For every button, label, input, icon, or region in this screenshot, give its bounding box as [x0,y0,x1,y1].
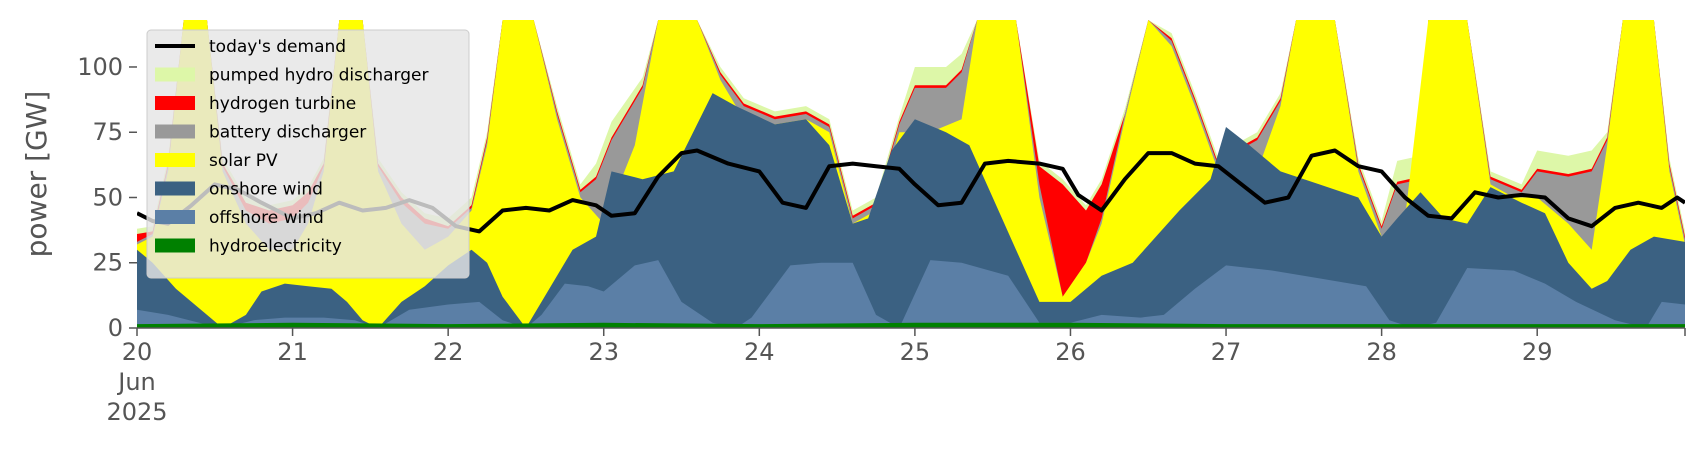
legend-label-hydroelectricity: hydroelectricity [209,237,342,257]
area-offshore-wind [137,260,1685,328]
y-tick-label: 75 [92,118,123,146]
x-tick-label: 22 [433,338,464,366]
x-tick-label: Jun [116,368,156,396]
x-tick-label: 20 [122,338,153,366]
legend-label-solar-pv: solar PV [209,151,278,171]
legend-label-today-s-demand: today's demand [209,37,346,57]
legend-label-offshore-wind: offshore wind [209,208,324,228]
legend-swatch-solar-pv [155,153,195,167]
y-axis-label: power [GW] [20,91,53,258]
x-tick-label: 23 [588,338,619,366]
legend: today's demand pumped hydro discharger hyd… [146,29,470,279]
legend-swatch-hydroelectricity [155,238,195,253]
x-tick-label: 29 [1522,338,1553,366]
legend-swatch-pumped-hydro-discharger [155,67,195,82]
x-tick-label: 28 [1366,338,1397,366]
legend-label-pumped-hydro-discharger: pumped hydro discharger [209,66,428,86]
legend-swatch-onshore-wind [155,181,195,196]
x-tick-label: 26 [1055,338,1086,366]
y-tick-label: 0 [108,314,123,342]
area-hydroelectricity [137,322,1685,328]
y-tick-label: 50 [92,183,123,211]
stacked-areas [137,20,1685,328]
legend-swatch-offshore-wind [155,210,195,224]
y-tick-label: 25 [92,249,123,277]
legend-label-battery-discharger: battery discharger [209,123,366,143]
legend-swatch-battery-discharger [155,124,195,139]
legend-swatch-hydrogen-turbine [155,96,195,110]
y-tick-label: 100 [77,53,123,81]
area-onshore-wind [137,93,1685,328]
x-tick-label: 2025 [106,398,167,426]
x-tick-label: 21 [277,338,308,366]
legend-label-hydrogen-turbine: hydrogen turbine [209,94,356,114]
x-tick-label: 25 [900,338,931,366]
x-tick-label: 24 [744,338,775,366]
legend-label-onshore-wind: onshore wind [209,180,323,200]
legend-box [146,29,470,279]
x-tick-label: 27 [1211,338,1242,366]
